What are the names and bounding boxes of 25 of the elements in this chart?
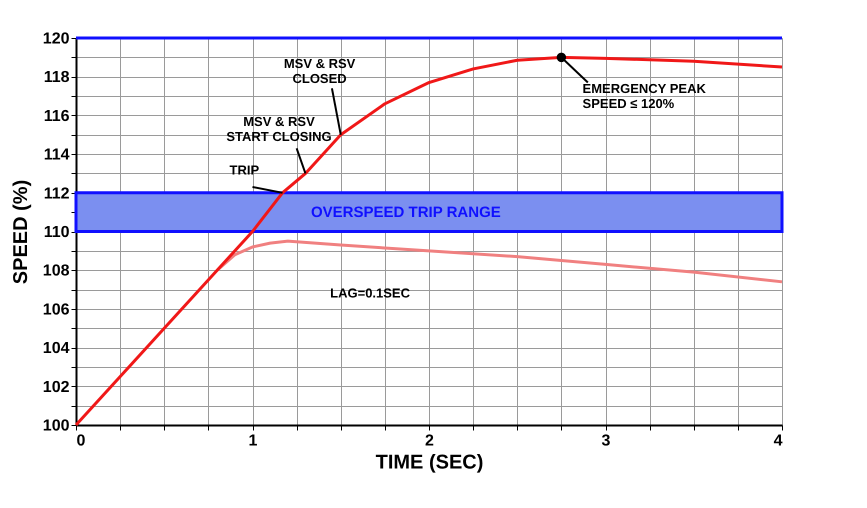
x-tick-label: 2: [425, 432, 434, 450]
annotation: TRIP: [230, 162, 260, 178]
x-tick-label: 1: [248, 432, 258, 450]
x-tick-label: 0: [76, 432, 86, 450]
y-tick-label: 118: [44, 69, 70, 86]
y-tick-label: 116: [44, 108, 70, 125]
y-tick-label: 104: [42, 340, 70, 358]
y-tick-label: 108: [42, 262, 70, 280]
y-tick-label: 110: [44, 224, 70, 241]
line-series: [216, 240, 784, 284]
y-tick-label: 106: [42, 301, 70, 318]
y-axis-title: SPEED (%): [10, 180, 32, 284]
band-label: OVERSPEED TRIP RANGE: [311, 204, 501, 222]
x-tick-label: 3: [602, 432, 611, 450]
y-tick-label: 100: [42, 418, 70, 434]
annotation: EMERGENCY PEAK SPEED ≤ 120%: [582, 81, 706, 112]
annotation: MSV & RSV CLOSED: [284, 56, 356, 86]
y-tick-label: 102: [42, 378, 70, 396]
annotation: MSV & RSV START CLOSING: [226, 114, 332, 144]
y-tick-label: 120: [42, 30, 70, 48]
y-tick-label: 114: [44, 146, 70, 164]
y-tick-label: 112: [44, 185, 70, 202]
x-axis-title: TIME (SEC): [376, 452, 484, 474]
x-tick-label: 4: [774, 432, 783, 450]
annotation: LAG=0.1SEC: [330, 285, 411, 300]
